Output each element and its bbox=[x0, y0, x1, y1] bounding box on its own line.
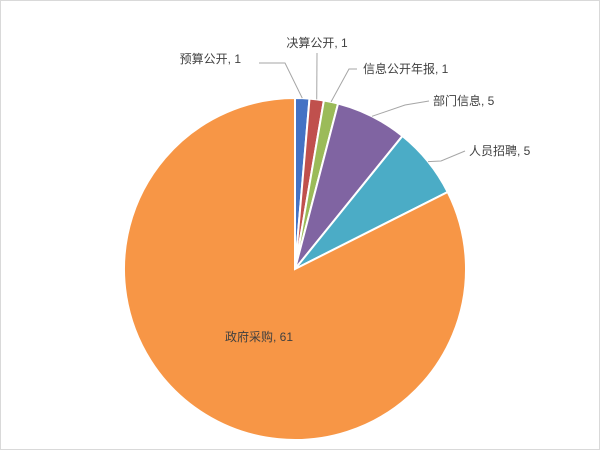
data-label-4: 部门信息, 5 bbox=[433, 93, 495, 108]
leader-line-4 bbox=[372, 101, 429, 116]
data-label-5: 人员招聘, 5 bbox=[469, 144, 531, 158]
pie-slices bbox=[124, 98, 466, 440]
leader-line-3 bbox=[331, 69, 357, 102]
data-label-2: 决算公开, 1 bbox=[286, 35, 348, 50]
data-label-6: 政府采购, 61 bbox=[225, 329, 293, 344]
data-label-1: 预算公开, 1 bbox=[180, 51, 242, 66]
leader-line-5 bbox=[428, 151, 465, 162]
data-label-3: 信息公开年报, 1 bbox=[363, 61, 449, 76]
leader-line-1 bbox=[259, 63, 302, 98]
